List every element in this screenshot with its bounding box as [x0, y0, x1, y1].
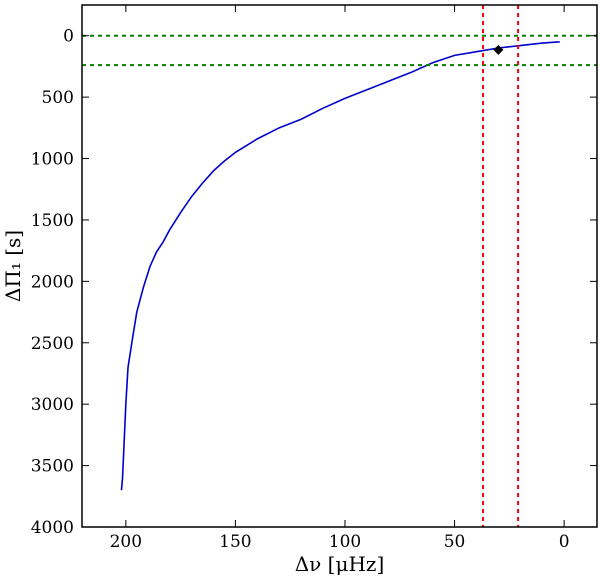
series-layer — [120, 41, 560, 491]
y-tick-label: 3000 — [31, 395, 74, 415]
marker-layer — [493, 44, 504, 55]
diamond-marker — [493, 44, 504, 55]
y-axis-label: ΔΠ₁ [s] — [1, 230, 25, 302]
y-tick-label: 1000 — [31, 150, 74, 170]
y-tick-label: 500 — [42, 88, 74, 108]
y-tick-label: 0 — [63, 27, 74, 47]
reference-lines-layer — [82, 5, 597, 527]
x-tick-label: 100 — [329, 532, 361, 552]
x-tick-label: 0 — [559, 532, 570, 552]
plot-frame — [81, 4, 598, 528]
y-tick-label: 2000 — [31, 272, 74, 292]
y-tick-label: 3500 — [31, 457, 74, 477]
y-tick-label: 2500 — [31, 334, 74, 354]
y-tick-label: 4000 — [31, 518, 74, 538]
x-axis-label: Δν [μHz] — [295, 552, 385, 576]
y-tick-label: 1500 — [31, 211, 74, 231]
x-tick-label: 150 — [219, 532, 251, 552]
x-tick-label: 200 — [110, 532, 142, 552]
x-tick-label: 50 — [444, 532, 466, 552]
tick-layer: 200 150 100 50 00500100015002000250030003500… — [31, 5, 597, 552]
series-line-0 — [120, 41, 560, 491]
